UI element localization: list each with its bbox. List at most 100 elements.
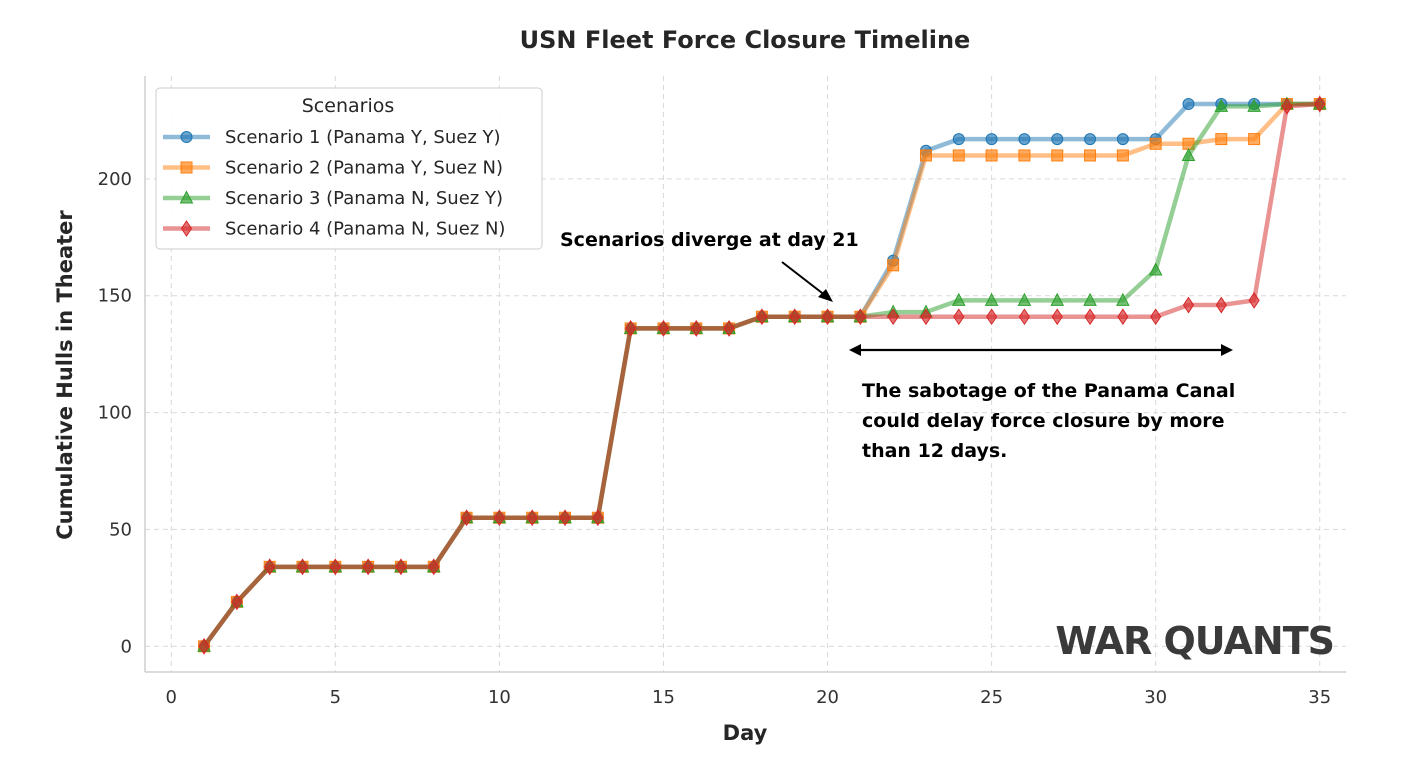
series-3-point xyxy=(1116,292,1130,306)
annotation-delay-line-2: could delay force closure by more xyxy=(862,410,1225,432)
series-4-point xyxy=(986,308,998,326)
series-3-point xyxy=(1148,262,1163,276)
watermark-logo: WAR QUANTS xyxy=(1055,619,1334,663)
x-tick-label: 10 xyxy=(488,687,511,708)
series-2-point xyxy=(887,259,900,272)
series-4-point xyxy=(428,558,440,576)
series-4-point xyxy=(1182,296,1195,314)
annotation-delay-text: The sabotage of the Panama Canal could d… xyxy=(862,380,1235,462)
series-1-point xyxy=(1084,133,1097,146)
series-2-point xyxy=(1084,149,1097,162)
annotation-delay-line-3: than 12 days. xyxy=(862,440,1007,462)
series-4-point xyxy=(493,509,505,527)
series-4-point xyxy=(231,593,243,611)
series-4-point xyxy=(1281,97,1293,115)
series-2-point xyxy=(919,149,932,162)
series-1-point xyxy=(952,133,965,146)
legend-title: Scenarios xyxy=(302,95,395,117)
y-tick-label: 0 xyxy=(121,636,132,657)
y-axis-label: Cumulative Hulls in Theater xyxy=(53,210,77,540)
x-tick-label: 20 xyxy=(816,687,839,708)
series-4-point xyxy=(854,308,866,326)
legend-item-3: Scenario 3 (Panama N, Suez Y) xyxy=(163,188,503,209)
series-2-point xyxy=(952,149,965,162)
series-4-point xyxy=(756,308,768,326)
series-4-point xyxy=(460,509,473,527)
y-tick-label: 150 xyxy=(98,286,132,307)
legend-item-1: Scenario 1 (Panama Y, Suez Y) xyxy=(163,127,501,148)
x-tick-labels: 0 5 10 15 20 25 30 35 xyxy=(166,687,1332,708)
series-4-point xyxy=(1051,308,1063,326)
series-4-point xyxy=(296,558,309,576)
annotation-delay-line-1: The sabotage of the Panama Canal xyxy=(862,380,1235,402)
series-4-point xyxy=(1248,291,1260,309)
legend: Scenarios Scenario 1 (Panama Y, Suez Y) S… xyxy=(155,87,543,250)
legend-label: Scenario 3 (Panama N, Suez Y) xyxy=(225,188,503,209)
series-4-point xyxy=(329,558,341,576)
series-3-point xyxy=(1181,147,1196,161)
series-4-point xyxy=(920,308,932,326)
annotation-diverge: Scenarios diverge at day 21 xyxy=(560,229,859,251)
series-4-point xyxy=(1215,296,1227,314)
series-4 xyxy=(198,95,1326,655)
legend-item-4: Scenario 4 (Panama N, Suez N) xyxy=(163,219,505,240)
y-tick-label: 50 xyxy=(109,519,132,540)
series-3-point xyxy=(1050,292,1065,306)
series-4-point xyxy=(1150,308,1162,326)
series-1-point xyxy=(1116,133,1129,146)
series-4-point xyxy=(953,308,965,326)
series-4-point xyxy=(887,308,899,326)
annotation-diverge-arrow xyxy=(781,261,833,302)
x-tick-label: 30 xyxy=(1144,687,1167,708)
series-4-point xyxy=(723,320,735,337)
series-1-point xyxy=(1051,133,1064,146)
series-4-point xyxy=(1117,308,1129,326)
legend-swatch-marker xyxy=(180,131,193,143)
y-tick-label: 200 xyxy=(98,169,132,190)
series-layer xyxy=(197,95,1327,655)
y-tick-labels: 0 50 100 150 200 xyxy=(98,169,132,657)
series-4-point xyxy=(362,558,374,576)
x-tick-label: 0 xyxy=(166,687,177,708)
series-4-point xyxy=(559,509,571,527)
series-4-point xyxy=(1084,308,1096,326)
x-tick-label: 35 xyxy=(1308,687,1331,708)
x-tick-label: 25 xyxy=(980,687,1003,708)
series-3-point xyxy=(1017,292,1032,306)
legend-label: Scenario 4 (Panama N, Suez N) xyxy=(225,219,505,240)
legend-item-2: Scenario 2 (Panama Y, Suez N) xyxy=(163,158,503,179)
series-2-point xyxy=(1051,149,1064,162)
x-tick-label: 5 xyxy=(330,687,341,708)
series-4-point xyxy=(526,509,538,527)
series-4-point xyxy=(592,509,604,527)
series-1-point xyxy=(985,133,998,146)
legend-label: Scenario 2 (Panama Y, Suez N) xyxy=(225,158,503,179)
series-2-point xyxy=(1116,149,1129,162)
series-4-point xyxy=(657,320,670,337)
legend-label: Scenario 1 (Panama Y, Suez Y) xyxy=(225,127,501,148)
legend-swatch-marker xyxy=(180,161,193,174)
series-1-point xyxy=(1018,133,1031,146)
series-3-point xyxy=(1083,292,1097,306)
axes xyxy=(144,76,1346,673)
series-3-point xyxy=(1214,98,1229,112)
series-2-point xyxy=(1215,133,1228,146)
y-tick-label: 100 xyxy=(98,403,132,424)
series-2-point xyxy=(985,149,998,162)
series-2-point xyxy=(1149,137,1162,150)
series-4-point xyxy=(198,637,210,655)
legend-box xyxy=(155,87,543,250)
chart-title: USN Fleet Force Closure Timeline xyxy=(520,26,971,54)
series-3-point xyxy=(951,292,966,306)
series-1-point xyxy=(1182,98,1195,111)
series-4-point xyxy=(395,558,407,576)
series-2-point xyxy=(1248,133,1261,146)
series-3-point xyxy=(1247,98,1261,112)
series-4-point xyxy=(264,558,276,576)
series-4-point xyxy=(625,320,637,337)
series-4-point xyxy=(1314,95,1326,113)
legend-swatch-marker xyxy=(180,220,193,237)
annotation-delay-arrow xyxy=(849,344,1233,356)
x-tick-label: 15 xyxy=(652,687,675,708)
